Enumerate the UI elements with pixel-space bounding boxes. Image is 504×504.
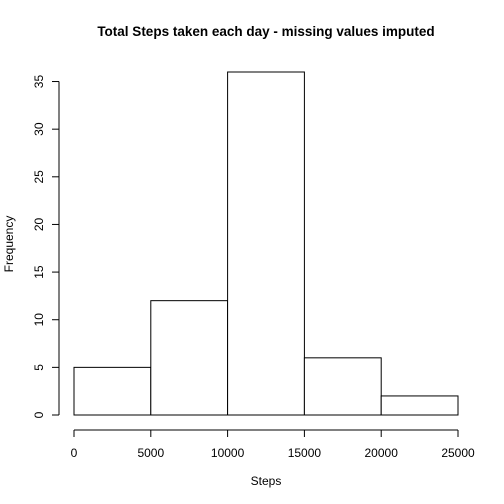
histogram-bar-4 (303, 357, 382, 416)
y-tick-label-1: 5 (32, 364, 46, 371)
y-tick-label-4: 20 (32, 217, 46, 231)
x-axis: 0 5000 10000 15000 20000 25000 (71, 429, 475, 460)
x-tick-label-5: 25000 (441, 446, 475, 460)
y-tick-label-2: 10 (32, 313, 46, 327)
histogram-bar-1 (73, 366, 152, 416)
y-tick-label-6: 30 (32, 122, 46, 136)
histogram-bar-3 (227, 71, 305, 416)
y-tick-label-5: 25 (32, 170, 46, 184)
y-tick-label-3: 15 (32, 265, 46, 279)
x-tick-label-1: 5000 (137, 446, 164, 460)
x-tick-label-0: 0 (71, 446, 78, 460)
y-axis-label: Frequency (2, 216, 16, 273)
chart-title: Total Steps taken each day - missing val… (97, 24, 434, 39)
bars-group (73, 71, 459, 416)
histogram-bar-5 (380, 395, 459, 416)
x-tick-label-3: 15000 (288, 446, 322, 460)
x-tick-label-2: 10000 (211, 446, 245, 460)
x-axis-label: Steps (251, 474, 282, 488)
y-tick-label-0: 0 (32, 411, 46, 418)
histogram-bar-2 (150, 300, 229, 416)
y-tick-label-7: 35 (32, 75, 46, 89)
x-tick-label-4: 20000 (365, 446, 399, 460)
y-axis: 0 5 10 15 20 25 30 35 (32, 75, 60, 418)
